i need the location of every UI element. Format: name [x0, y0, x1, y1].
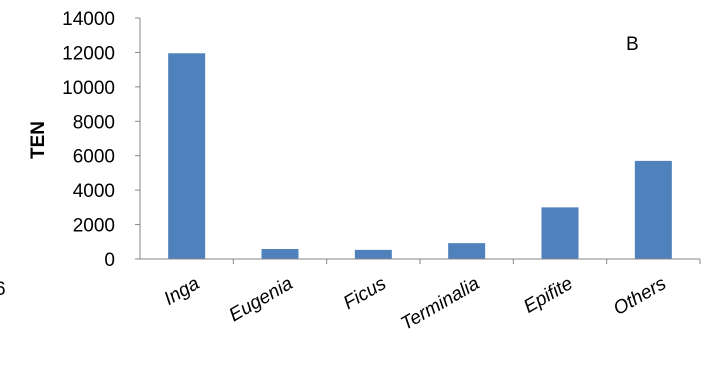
bar-epifite — [541, 207, 579, 259]
y-tick-label: 14000 — [62, 9, 115, 30]
bar-terminalia — [448, 243, 486, 259]
x-categories-group: Inga Eugenia Ficus Terminalia Epifite Others — [161, 259, 701, 335]
x-category-label: Terminalia — [397, 273, 483, 335]
y-tick-label: 6000 — [73, 147, 115, 168]
bar-others — [634, 160, 672, 259]
x-category-label: Eugenia — [226, 273, 297, 326]
y-axis-label: TEN — [28, 121, 49, 159]
panel-label: B — [626, 34, 639, 55]
y-tick-label: 4000 — [73, 181, 115, 202]
y-tick-label: 12000 — [62, 43, 115, 64]
clipped-left-text: 6 — [0, 279, 6, 300]
y-tick-label: 0 — [104, 250, 115, 271]
y-tick-label: 8000 — [73, 112, 115, 133]
bar-ficus — [354, 249, 392, 259]
y-tick-label: 2000 — [73, 216, 115, 237]
x-category-label: Inga — [161, 273, 204, 310]
y-ticks-group: 0 2000 4000 6000 8000 10000 12000 14000 — [62, 9, 140, 271]
bar-inga — [168, 53, 206, 259]
x-category-label: Others — [610, 273, 670, 320]
bars-group — [168, 53, 672, 259]
x-category-label: Ficus — [340, 273, 390, 314]
y-tick-label: 10000 — [62, 78, 115, 99]
y-axis-label-group: TEN — [28, 121, 49, 159]
x-category-label: Epifite — [520, 273, 576, 318]
bar-eugenia — [261, 249, 299, 259]
